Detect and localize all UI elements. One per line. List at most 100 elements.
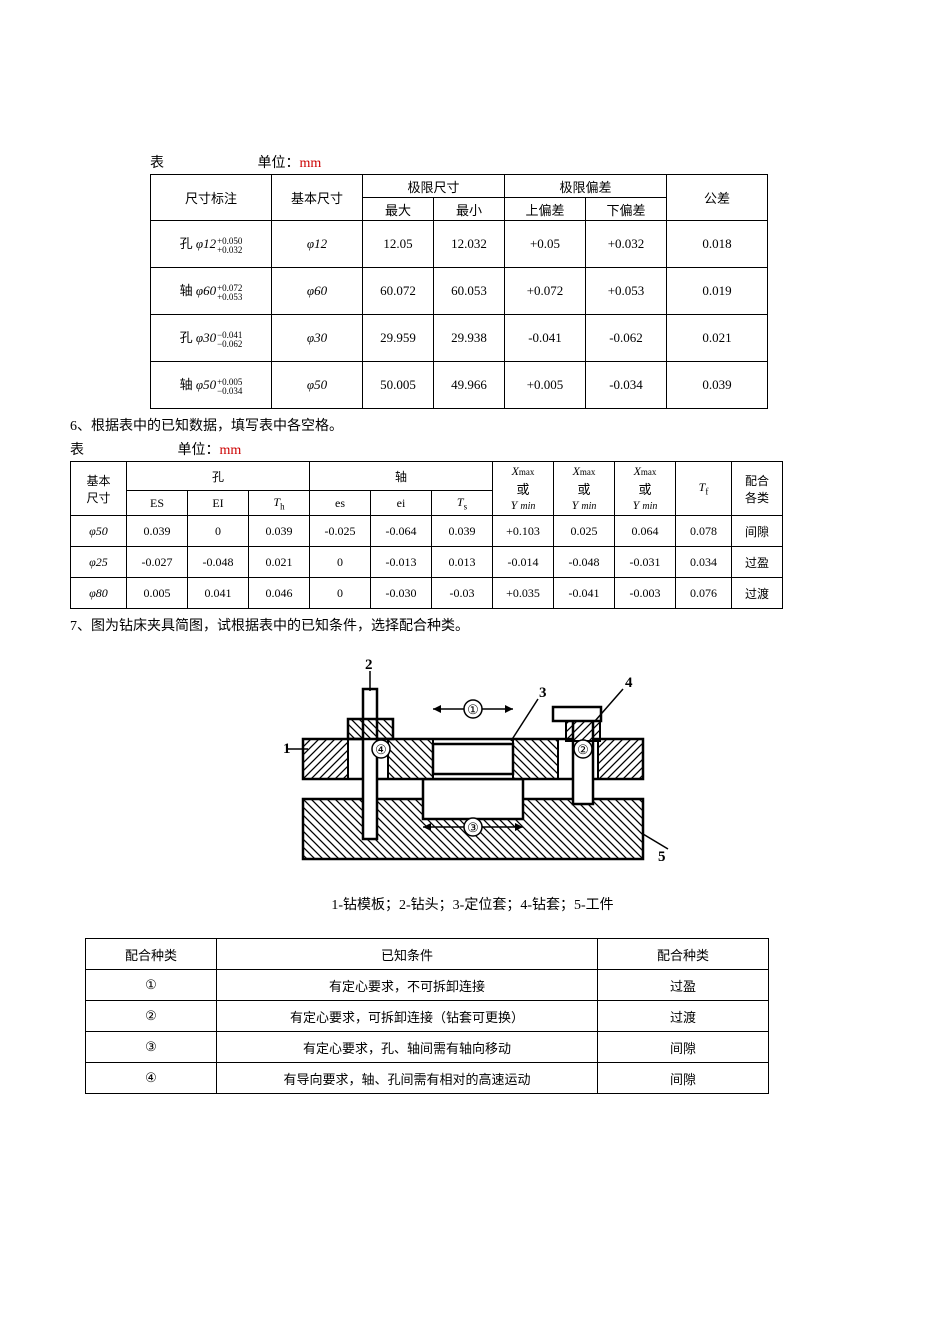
t2-h-g1: 孔: [127, 462, 310, 491]
t1-r2-min: 29.938: [434, 315, 505, 362]
table-row: φ80 0.005 0.041 0.046 0 -0.030 -0.03 +0.…: [71, 578, 783, 609]
t2-r1-10: 0.034: [676, 547, 732, 578]
t1-r1-basic: φ60: [307, 283, 327, 298]
t1-r0-min: 12.032: [434, 221, 505, 268]
table1-unit-label: 单位：: [258, 156, 300, 171]
t3-r3-kind: 间隙: [598, 1063, 769, 1094]
table-row: 轴 φ60+0.072+0.053 φ60 60.072 60.053 +0.0…: [151, 268, 768, 315]
t2-r2-6: -0.03: [432, 578, 493, 609]
t2-h-xy2: Xmax 或 Y min: [554, 462, 615, 516]
t2-h-ei: ei: [371, 491, 432, 516]
table2-unit-label: 单位：: [178, 443, 220, 458]
t2-h-x1: X: [512, 464, 519, 478]
t1-r2-tol: 0.021: [667, 315, 768, 362]
table-row: 孔 φ30−0.041−0.062 φ30 29.959 29.938 -0.0…: [151, 315, 768, 362]
t2-r0-1: 0.039: [127, 516, 188, 547]
t1-h-g2: 极限偏差: [505, 175, 667, 198]
table-row: 孔 φ12+0.050+0.032 φ12 12.05 12.032 +0.05…: [151, 221, 768, 268]
t2-h-ES: ES: [127, 491, 188, 516]
t2-r2-1: 0.005: [127, 578, 188, 609]
t1-r1-nom: 60: [203, 283, 216, 298]
figure-caption: 1-钻模板；2-钻头；3-定位套；4-钻套；5-工件: [70, 894, 875, 914]
t1-r0-pre: 孔: [180, 236, 193, 251]
t1-h-g2a: 上偏差: [505, 198, 586, 221]
t1-r0-max: 12.05: [363, 221, 434, 268]
t3-r1-cond: 有定心要求，可拆卸连接（钻套可更换）: [217, 1001, 598, 1032]
t2-r0-5: -0.064: [371, 516, 432, 547]
t1-r1-min: 60.053: [434, 268, 505, 315]
t2-r2-b: φ80: [89, 586, 108, 600]
t2-h-c1: 基本 尺寸: [71, 462, 127, 516]
t2-h-or3: 或: [638, 482, 651, 497]
t2-h-TsT: T: [457, 495, 464, 509]
t2-r0-2: 0: [188, 516, 249, 547]
t2-h-min1: min: [520, 501, 535, 512]
t1-r0-up: +0.05: [505, 221, 586, 268]
t2-h-Th: Th: [249, 491, 310, 516]
t3-r2-cond: 有定心要求，孔、轴间需有轴向移动: [217, 1032, 598, 1063]
t2-r0-9: 0.064: [615, 516, 676, 547]
table2-caption-label: 表: [70, 443, 84, 458]
table-row: 轴 φ50+0.005−0.034 φ50 50.005 49.966 +0.0…: [151, 362, 768, 409]
t1-h-c7: 公差: [667, 175, 768, 221]
t3-r3-no: ④: [86, 1063, 217, 1094]
fig-lbl-1: 1: [283, 741, 291, 757]
t1-r1-max: 60.072: [363, 268, 434, 315]
t1-r0-basic: φ12: [307, 236, 327, 251]
t2-h-es: es: [310, 491, 371, 516]
t2-h-Ts: Ts: [432, 491, 493, 516]
t2-r0-b: φ50: [89, 524, 108, 538]
t2-r0-10: 0.078: [676, 516, 732, 547]
t1-h-g2b: 下偏差: [586, 198, 667, 221]
t1-r3-lo: -0.034: [586, 362, 667, 409]
drill-jig-figure: 1 2 3 4 5 ① ② ③ ④: [273, 649, 673, 879]
t1-r2-lo: -0.062: [586, 315, 667, 362]
table1: 尺寸标注 基本尺寸 极限尺寸 极限偏差 公差 最大 最小 上偏差 下偏差 孔 φ…: [150, 174, 768, 409]
t2-h-or2: 或: [577, 482, 590, 497]
t2-h-EI: EI: [188, 491, 249, 516]
t2-r2-8: -0.041: [554, 578, 615, 609]
t1-r1-ltol: +0.053: [217, 292, 242, 302]
t1-r1-up: +0.072: [505, 268, 586, 315]
t2-h-tfS: f: [705, 487, 708, 497]
fig-c4: ④: [375, 742, 387, 757]
t2-r1-4: 0: [310, 547, 371, 578]
t1-r0-lo: +0.032: [586, 221, 667, 268]
t1-r3-max: 50.005: [363, 362, 434, 409]
t3-r0-no: ①: [86, 970, 217, 1001]
t3-r1-no: ②: [86, 1001, 217, 1032]
t3-r1-kind: 过渡: [598, 1001, 769, 1032]
t2-h-kindb: 各类: [745, 491, 769, 505]
table1-caption: 表 单位：mm: [150, 152, 875, 172]
t1-r3-nom: 50: [203, 377, 216, 392]
t1-r2-basic: φ30: [307, 330, 327, 345]
t2-h-x3: X: [634, 464, 641, 478]
t2-h-x2: X: [573, 464, 580, 478]
table3: 配合种类 已知条件 配合种类 ① 有定心要求，不可拆卸连接 过盈 ② 有定心要求…: [85, 938, 769, 1094]
t2-h-y1: Y: [511, 498, 518, 512]
t2-r2-4: 0: [310, 578, 371, 609]
t1-h-g1a: 最大: [363, 198, 434, 221]
t2-r0-8: 0.025: [554, 516, 615, 547]
t1-r0-nom: 12: [203, 236, 216, 251]
table-row: ① 有定心要求，不可拆卸连接 过盈: [86, 970, 769, 1001]
t2-h-min3: min: [642, 501, 657, 512]
table1-unit-value: mm: [300, 156, 322, 171]
fig-c3: ③: [467, 820, 479, 835]
t1-h-c2: 基本尺寸: [272, 175, 363, 221]
t3-r2-no: ③: [86, 1032, 217, 1063]
t2-h-or1: 或: [516, 482, 529, 497]
table1-caption-label: 表: [150, 156, 164, 171]
t2-r1-5: -0.013: [371, 547, 432, 578]
t2-h-max1: max: [519, 467, 535, 477]
t2-h-ThS: h: [280, 501, 285, 511]
t2-h-TsS: s: [464, 501, 468, 511]
figure-wrap: 1 2 3 4 5 ① ② ③ ④: [70, 649, 875, 884]
t1-r0-tol: 0.018: [667, 221, 768, 268]
t2-h-min2: min: [581, 501, 596, 512]
t2-h-xy3: Xmax 或 Y min: [615, 462, 676, 516]
table-row: ③ 有定心要求，孔、轴间需有轴向移动 间隙: [86, 1032, 769, 1063]
t2-r0-6: 0.039: [432, 516, 493, 547]
t1-r0-ltol: +0.032: [217, 245, 242, 255]
t3-r0-kind: 过盈: [598, 970, 769, 1001]
